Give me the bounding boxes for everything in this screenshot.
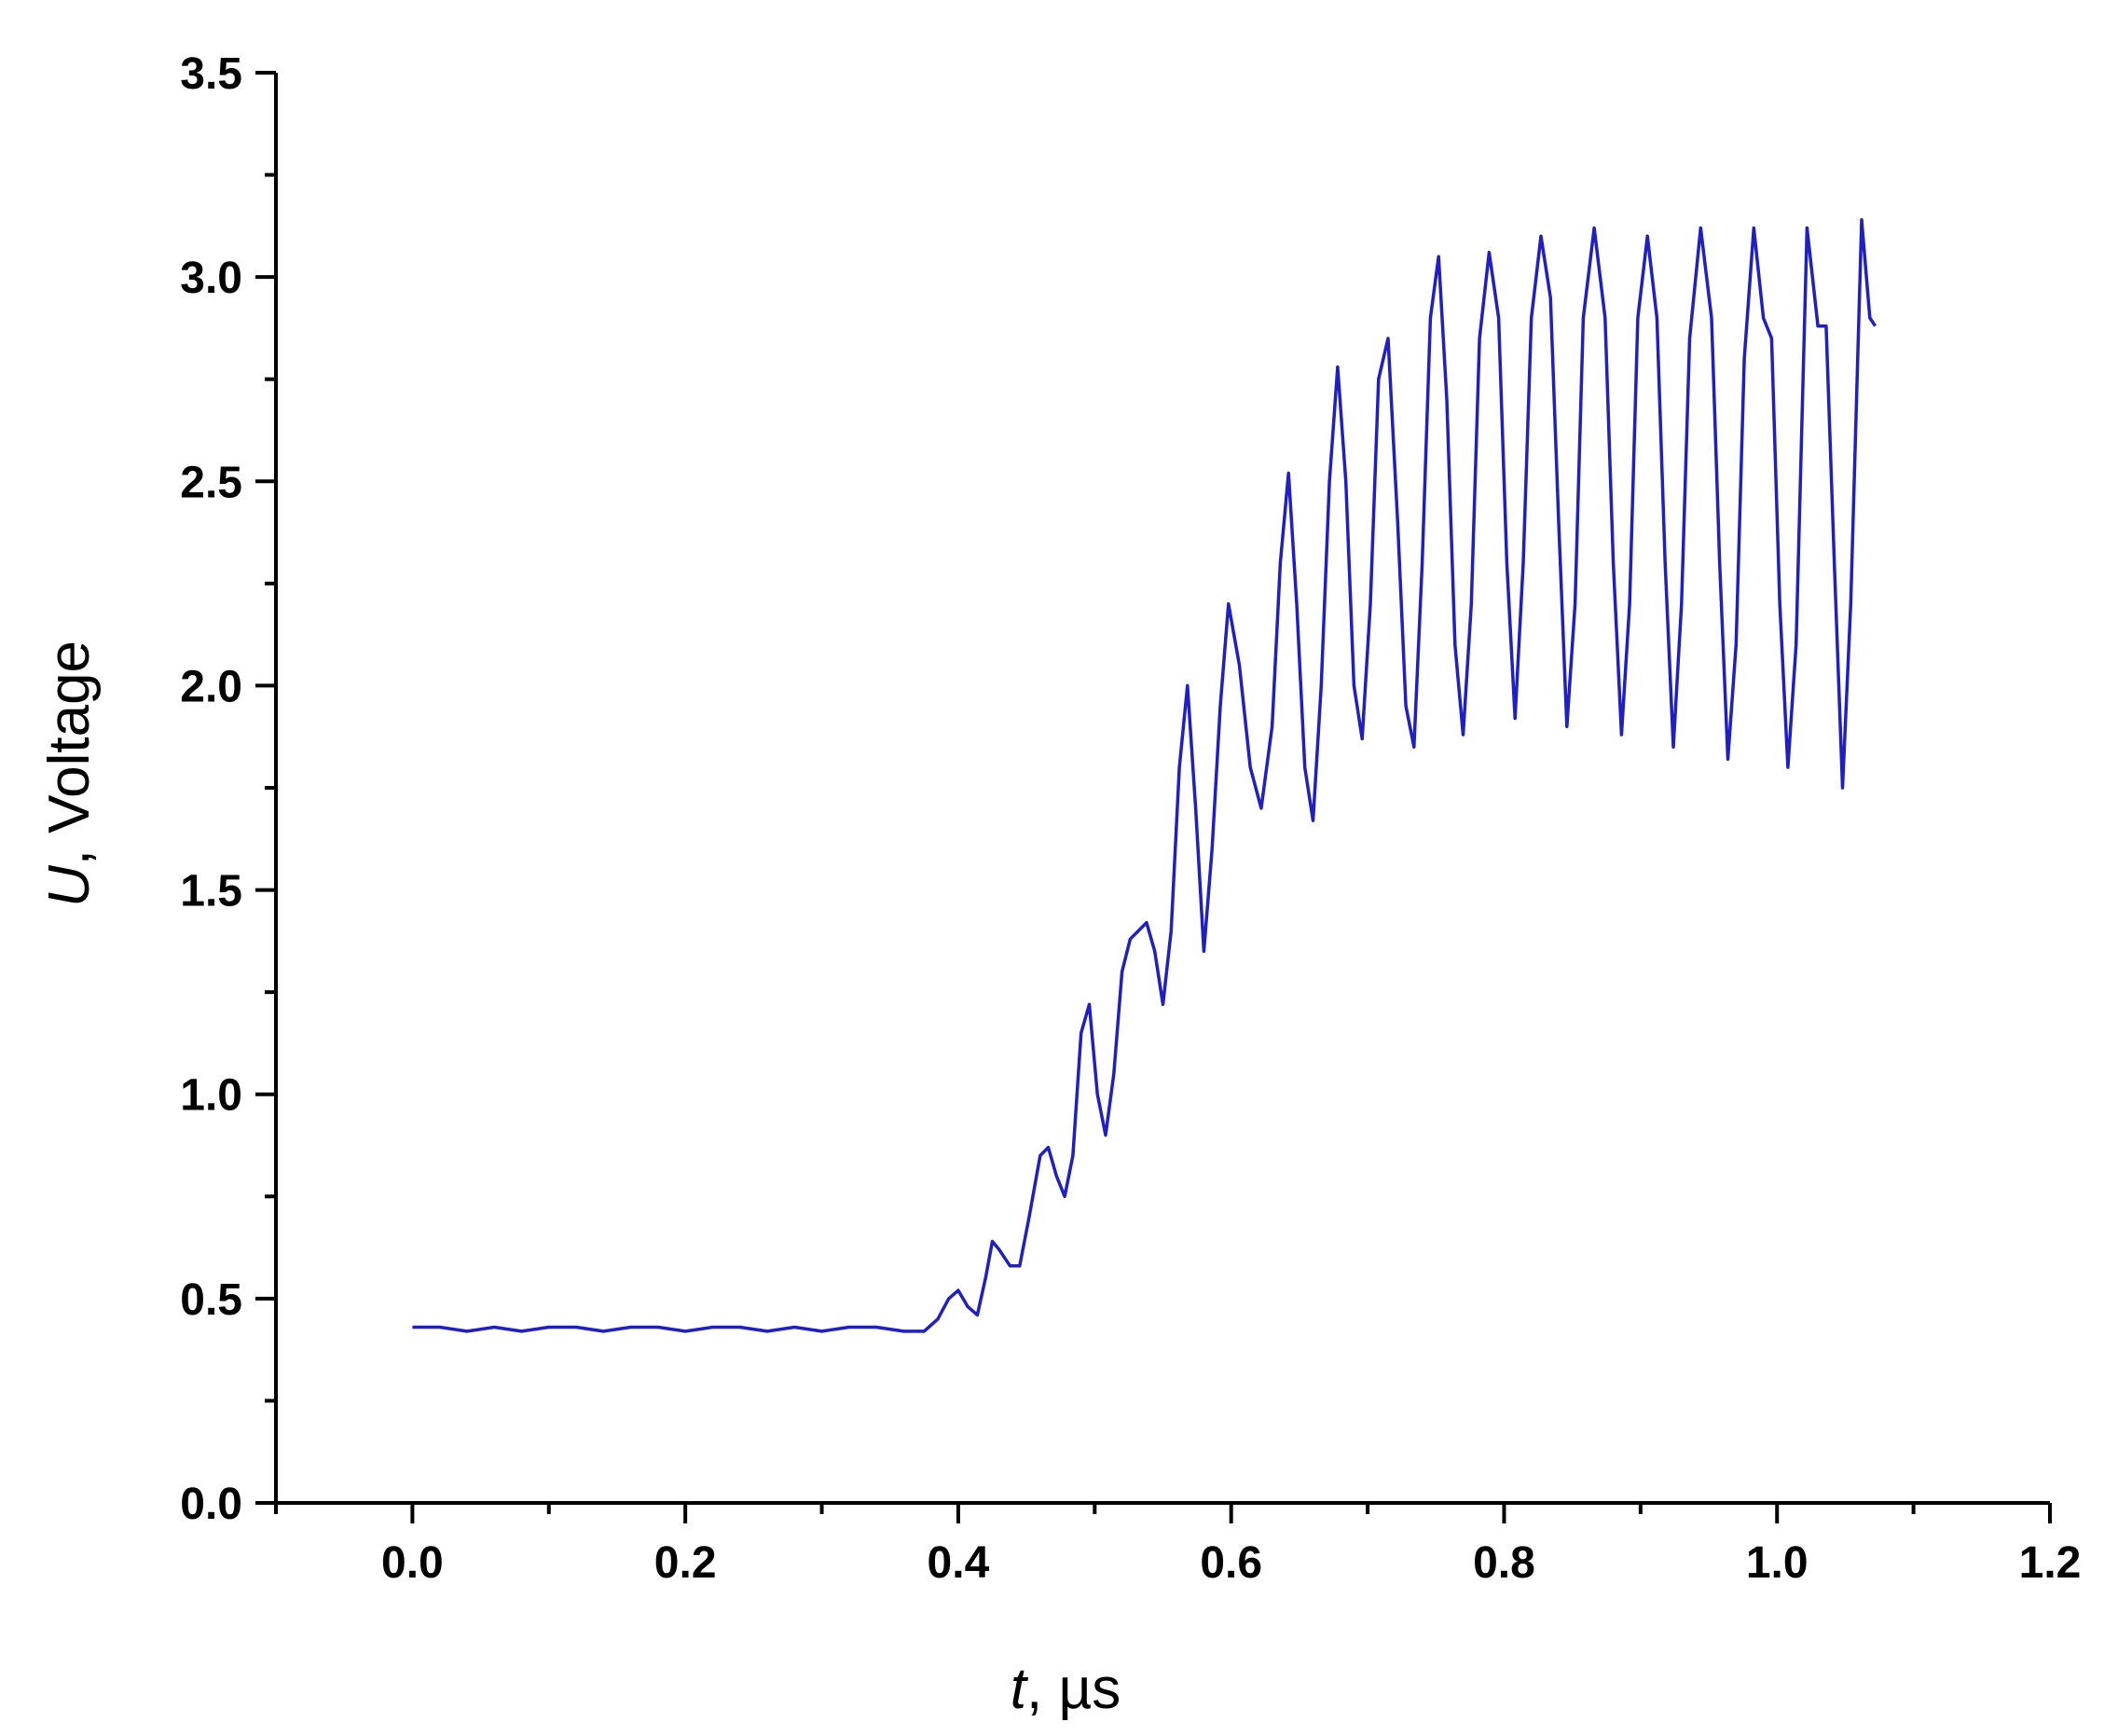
x-tick-label: 0.6 xyxy=(1200,1538,1262,1588)
y-tick-label: 0.5 xyxy=(180,1275,242,1325)
x-axis-variable: t xyxy=(1011,1657,1029,1721)
y-tick-label: 1.5 xyxy=(180,867,242,916)
x-tick-label: 1.2 xyxy=(2019,1538,2082,1588)
x-tick-label: 0.0 xyxy=(381,1538,444,1588)
y-tick-label: 3.0 xyxy=(180,254,242,303)
y-tick-label: 2.5 xyxy=(180,458,242,507)
series-line-0 xyxy=(412,218,1877,1333)
x-tick-label: 0.4 xyxy=(928,1538,990,1588)
plot-series xyxy=(412,218,1877,1333)
x-axis-unit: , µs xyxy=(1026,1657,1121,1721)
x-axis-ticks: 0.0 0.2 0.4 0.6 0.8 1.0 1.2 xyxy=(274,1503,2082,1588)
axes: 0.0 0.5 1.0 1.5 2.0 2.5 3.0 3.5 0.0 0.2 0.4 0.6 0.8… xyxy=(180,49,2081,1588)
y-tick-label: 2.0 xyxy=(180,662,242,711)
y-tick-label: 3.5 xyxy=(180,49,242,99)
y-axis-ticks: 0.0 0.5 1.0 1.5 2.0 2.5 3.0 3.5 xyxy=(180,49,276,1529)
x-axis-title: t, µs xyxy=(1011,1657,1121,1721)
x-tick-label: 1.0 xyxy=(1746,1538,1809,1588)
x-tick-label: 0.2 xyxy=(654,1538,717,1588)
y-axis-unit: , Voltage xyxy=(37,641,102,865)
x-tick-label: 0.8 xyxy=(1473,1538,1535,1588)
y-axis-title: U, Voltage xyxy=(37,641,102,907)
y-tick-label: 0.0 xyxy=(180,1480,242,1529)
y-axis-variable: U xyxy=(37,864,102,907)
y-tick-label: 1.0 xyxy=(180,1071,242,1121)
